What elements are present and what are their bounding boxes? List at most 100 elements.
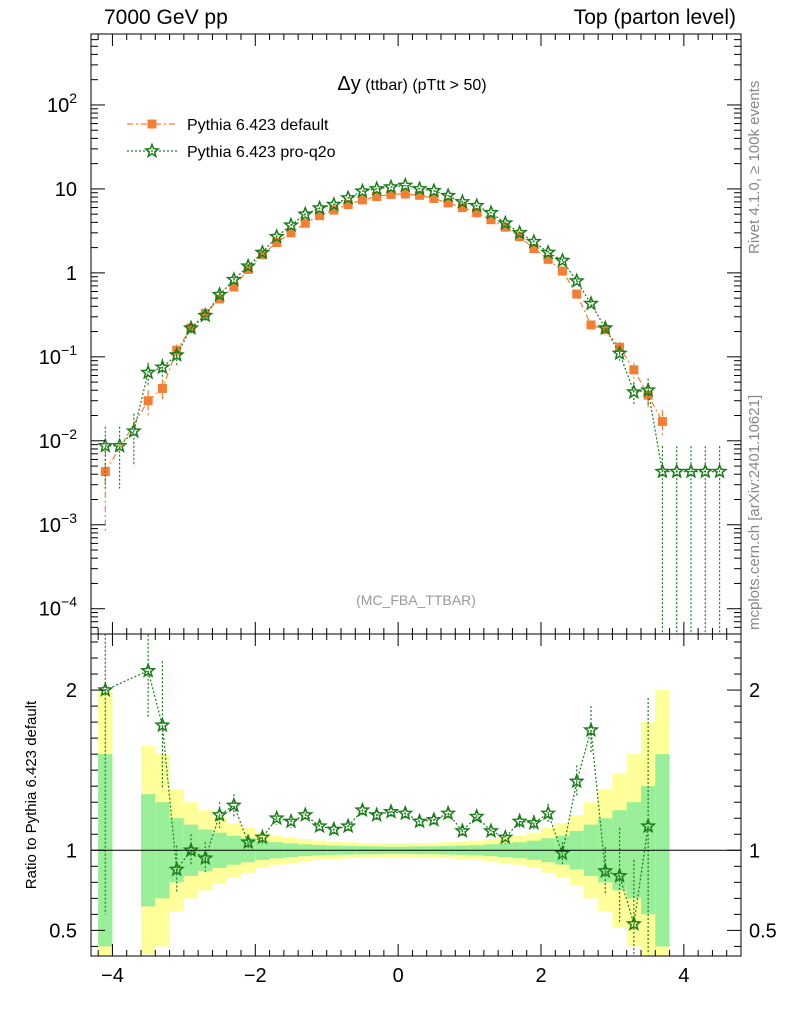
ratio-series-point	[525, 814, 542, 831]
proq2o-series-point	[397, 176, 414, 193]
ratio-plot-frame	[90, 633, 742, 957]
proq2o-series-point	[682, 462, 700, 479]
proq2o-series-point	[382, 178, 400, 195]
header-right: Top (parton level)	[573, 6, 736, 29]
ratio-series-point	[340, 817, 357, 834]
proq2o-series-point	[582, 295, 600, 311]
proq2o-series-point	[125, 422, 142, 439]
ratio-y-tick-label: 1	[66, 840, 77, 862]
x-tick-label: −2	[244, 965, 267, 987]
proq2o-series-point	[440, 187, 457, 203]
ratio-y-tick-label-right: 1	[749, 840, 760, 862]
ratio-series-point	[325, 820, 342, 837]
ratio-series-point	[411, 812, 428, 829]
default-series-point	[529, 244, 539, 254]
ratio-series-point	[597, 862, 614, 879]
proq2o-series-point	[654, 463, 671, 479]
default-series-point	[143, 396, 153, 406]
proq2o-series-point	[468, 197, 485, 213]
default-series-point	[372, 192, 382, 202]
proq2o-series-point	[540, 243, 557, 260]
ratio-series-point	[368, 806, 385, 823]
proq2o-series-point	[668, 463, 685, 479]
plot-title: Δy (ttbar) (pTtt > 50)	[337, 73, 486, 95]
x-tick-label: −4	[101, 965, 124, 987]
ratio-series-point	[268, 809, 285, 826]
y-tick-label: 10−1	[39, 342, 77, 369]
proq2o-series-point	[611, 344, 628, 361]
proq2o-series-point	[511, 224, 528, 240]
ratio-plot-marks	[97, 634, 657, 956]
ratio-y-tick-label: 0.5	[49, 920, 77, 942]
proq2o-series-point	[554, 252, 571, 268]
proq2o-series-point	[368, 180, 385, 196]
proq2o-series-point	[182, 319, 200, 335]
default-series-point	[200, 308, 210, 318]
x-tick-label: 2	[535, 965, 546, 987]
ratio-series-point	[240, 833, 257, 850]
proq2o-series-point	[625, 383, 642, 400]
proq2o-series-point	[240, 257, 257, 274]
x-tick-label: 0	[393, 965, 404, 987]
ratio-series-point	[611, 867, 628, 883]
default-series-point	[629, 365, 639, 375]
proq2o-series-point	[111, 437, 128, 453]
default-series-point	[457, 203, 467, 213]
ratio-series-point	[440, 804, 457, 821]
main-plot-marks	[97, 176, 728, 634]
ratio-y-tick-label: 2	[66, 680, 77, 702]
default-series-point	[515, 232, 525, 242]
proq2o-series-point	[525, 233, 542, 249]
default-series-point	[657, 416, 667, 426]
y-tick-label: 1	[66, 263, 77, 285]
proq2o-series-point	[254, 243, 271, 260]
legend-label-1: Pythia 6.423 pro-q2o	[187, 144, 336, 161]
default-series-point	[543, 254, 553, 264]
legend-marker-0	[147, 119, 157, 129]
ratio-series-point	[197, 849, 214, 866]
default-series-point	[357, 195, 367, 205]
ratio-y-axis-label: Ratio to Pythia 6.423 default	[23, 700, 40, 889]
ratio-series-point	[568, 772, 585, 789]
default-series-point	[557, 266, 567, 276]
proq2o-series-point	[311, 199, 328, 216]
ratio-series-point	[425, 811, 442, 827]
proq2o-series-point	[325, 196, 342, 212]
ratio-series-point	[482, 822, 500, 838]
ratio-series-point	[554, 844, 571, 861]
ratio-series-point	[497, 828, 514, 845]
ratio-series-point	[211, 806, 228, 823]
proq2o-series-point	[482, 204, 500, 220]
default-series-point	[315, 211, 325, 221]
y-tick-label: 10−4	[39, 594, 77, 621]
proq2o-series-point	[354, 182, 371, 199]
proq2o-series-point	[154, 358, 171, 375]
header-left: 7000 GeV pp	[104, 6, 228, 29]
default-series-point	[400, 189, 410, 199]
proq2o-series-point	[140, 363, 157, 380]
ratio-series-point	[468, 808, 485, 824]
ratio-y-tick-label-right: 2	[749, 680, 760, 702]
proq2o-series-point	[282, 216, 300, 233]
proq2o-series-point	[225, 271, 242, 287]
x-tick-label: 4	[678, 965, 689, 987]
proq2o-series-point	[97, 437, 114, 453]
proq2o-series-point	[411, 180, 428, 196]
legend-marker-1	[143, 142, 161, 158]
default-series-point	[586, 320, 596, 330]
ratio-series-point	[254, 828, 271, 845]
ratio-series-point	[640, 817, 657, 834]
ratio-series-point	[625, 915, 642, 931]
ratio-series-point	[511, 812, 528, 829]
axes	[90, 33, 742, 957]
proq2o-series-point	[297, 205, 314, 222]
proq2o-series-point	[697, 463, 714, 479]
default-series-point	[486, 215, 496, 225]
default-series-point	[500, 222, 510, 232]
y-tick-label: 102	[47, 90, 77, 117]
default-series-point	[386, 189, 396, 199]
default-series-point	[329, 205, 339, 215]
default-series-point	[272, 238, 282, 248]
proq2o-series-point	[711, 463, 728, 479]
